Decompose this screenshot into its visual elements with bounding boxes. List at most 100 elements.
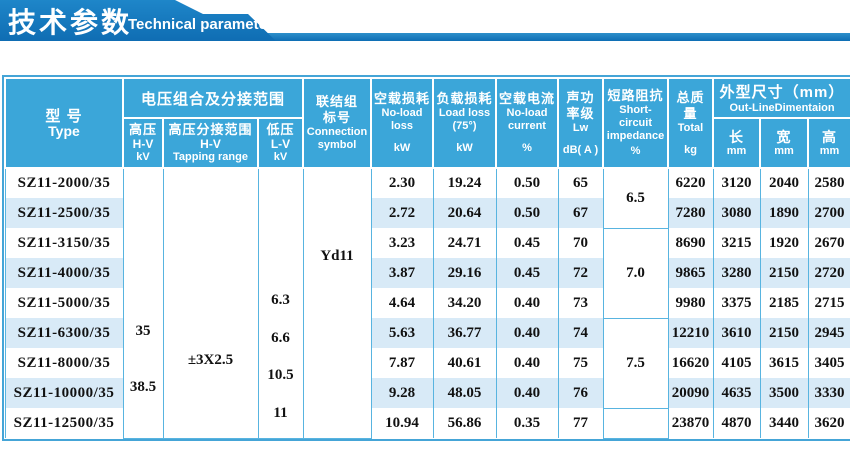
banner-strip (0, 33, 850, 41)
header-unit: mm (819, 144, 840, 157)
total-mass-cell: 16620 (667, 348, 714, 378)
header-line: Total (677, 121, 704, 134)
total-mass-cell: 20090 (667, 378, 714, 408)
noload-loss-cell: 3.23 (370, 228, 434, 258)
header-load-loss: 负载损耗 Load loss (75°) kW (432, 77, 497, 169)
header-line: 总质 (676, 89, 705, 105)
header-voltage-group: 电压组合及分接范围 (122, 77, 304, 119)
sound-level-cell: 72 (557, 258, 604, 288)
header-line: 短路阻抗 (607, 88, 664, 103)
header-unit: % (522, 142, 532, 154)
noload-current-cell: 0.35 (495, 408, 559, 438)
noload-current-cell: 0.40 (495, 348, 559, 378)
header-line: 联结组 (315, 94, 358, 109)
noload-current-cell: 0.50 (495, 168, 559, 198)
header-unit: kW (393, 142, 411, 154)
load-loss-cell: 19.24 (432, 168, 497, 198)
header-line: No-load (506, 107, 548, 119)
noload-current-cell: 0.40 (495, 378, 559, 408)
header-line: 空载电流 (498, 91, 555, 106)
table-row: SZ11-2500/35 2.72 20.64 0.50 67 7280 308… (4, 198, 850, 228)
length-cell: 4635 (712, 378, 761, 408)
total-mass-cell: 7280 (667, 198, 714, 228)
header-line: 率级 (566, 105, 595, 121)
header-unit: dB( A ) (562, 143, 599, 156)
tapping-merged-cell: ±3X2.5 (162, 167, 259, 439)
length-cell: 3215 (712, 228, 761, 258)
noload-loss-cell: 2.72 (370, 198, 434, 228)
header-line: 高压分接范围 (168, 122, 253, 137)
header-line: Type (48, 122, 80, 139)
length-cell: 3280 (712, 258, 761, 288)
header-line: 低压 (266, 122, 295, 137)
load-loss-cell: 29.16 (432, 258, 497, 288)
table-body: SZ11-2000/35 35 38.5 ±3X2.5 6.3 6.6 10.5… (4, 167, 850, 439)
width-cell: 2185 (759, 288, 809, 318)
header-length: 长 mm (712, 117, 761, 169)
header-line: (75°) (452, 120, 477, 132)
header-line: 标号 (322, 110, 351, 125)
table-row: SZ11-5000/35 4.64 34.20 0.40 73 9980 337… (4, 288, 850, 318)
total-mass-cell: 12210 (667, 318, 714, 348)
header-connection: 联结组 标号 Connection symbol (302, 77, 372, 169)
header-line: 高压 (128, 122, 157, 137)
length-cell: 4870 (712, 408, 761, 438)
title-banner: 技术参数 Technical parameter (0, 0, 850, 45)
header-total-mass: 总质 量 Total kg (667, 77, 714, 169)
length-cell: 3120 (712, 168, 761, 198)
page-title-en: Technical parameter (128, 16, 273, 33)
load-loss-cell: 56.86 (432, 408, 497, 438)
header-line: 高 (822, 128, 838, 145)
header-noload-loss: 空载损耗 No-load loss kW (370, 77, 434, 169)
type-cell: SZ11-12500/35 (4, 408, 124, 438)
noload-current-cell: 0.50 (495, 198, 559, 228)
header-sound-level: 声功 率级 Lw dB( A ) (557, 77, 604, 169)
width-cell: 3500 (759, 378, 809, 408)
lv-value: 6.6 (271, 330, 290, 346)
header-line: 空载损耗 (373, 91, 430, 106)
type-cell: SZ11-2000/35 (4, 168, 124, 198)
sound-level-cell: 74 (557, 318, 604, 348)
sound-level-cell: 70 (557, 228, 604, 258)
header-width: 宽 mm (759, 117, 809, 169)
width-cell: 1920 (759, 228, 809, 258)
sound-level-cell: 67 (557, 198, 604, 228)
header-line: 宽 (776, 128, 792, 145)
sound-level-cell: 77 (557, 408, 604, 438)
header-line: Connection (306, 126, 368, 138)
header-line: Short- (619, 104, 652, 116)
width-cell: 2150 (759, 318, 809, 348)
connection-merged-cell: Yd11 (302, 167, 372, 439)
type-cell: SZ11-8000/35 (4, 348, 124, 378)
load-loss-cell: 34.20 (432, 288, 497, 318)
page-title-zh: 技术参数 (8, 7, 133, 38)
table-row: SZ11-4000/35 3.87 29.16 0.45 72 9865 328… (4, 258, 850, 288)
noload-loss-cell: 10.94 (370, 408, 434, 438)
header-hv: 高压 H-V kV (122, 117, 164, 169)
parameters-table: 型 号 Type 电压组合及分接范围 联结组 标号 Connection sym… (4, 77, 850, 439)
height-cell: 3405 (807, 348, 850, 378)
table-row: SZ11-12500/35 10.94 56.86 0.35 77 23870 … (4, 407, 850, 439)
header-noload-current: 空载电流 No-load current % (495, 77, 559, 169)
impedance-cell (602, 407, 669, 439)
header-line: Load loss (438, 107, 491, 119)
noload-loss-cell: 7.87 (370, 348, 434, 378)
header-dimensions-group: 外型尺寸（mm） Out-LineDimentaion (711, 77, 850, 119)
header-line: Lw (572, 121, 589, 134)
header-unit: kW (456, 142, 473, 154)
hv-value: 35 (135, 323, 151, 339)
sound-level-cell: 76 (557, 378, 604, 408)
noload-loss-cell: 3.87 (370, 258, 434, 288)
header-unit: mm (726, 144, 747, 157)
header-line: L-V (270, 137, 291, 151)
header-line: 外型尺寸（mm） (719, 84, 845, 101)
load-loss-cell: 24.71 (432, 228, 497, 258)
noload-loss-cell: 4.64 (370, 288, 434, 318)
header-line: 电压组合及分接范围 (140, 90, 285, 108)
total-mass-cell: 23870 (667, 408, 714, 438)
type-cell: SZ11-6300/35 (4, 318, 124, 348)
type-cell: SZ11-3150/35 (4, 228, 124, 258)
connection-symbol: Yd11 (320, 248, 354, 264)
width-cell: 3440 (759, 408, 809, 438)
header-line: symbol (317, 139, 357, 151)
